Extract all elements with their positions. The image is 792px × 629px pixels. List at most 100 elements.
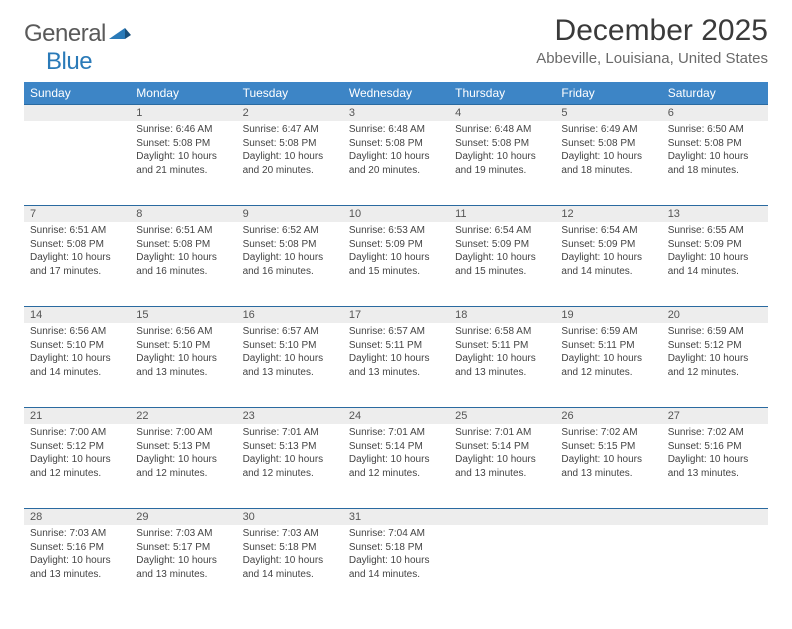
daynum: 5 — [555, 104, 661, 121]
day-cell: Sunrise: 7:00 AMSunset: 5:13 PMDaylight:… — [130, 424, 236, 486]
sunrise-line: Sunrise: 6:56 AM — [136, 325, 230, 339]
daylight-line-2: and 16 minutes. — [243, 265, 337, 279]
sunrise-line: Sunrise: 6:48 AM — [455, 123, 549, 137]
content-cell: Sunrise: 6:55 AMSunset: 5:09 PMDaylight:… — [662, 222, 768, 306]
content-cell: Sunrise: 7:00 AMSunset: 5:12 PMDaylight:… — [24, 424, 130, 508]
sunrise-line: Sunrise: 7:00 AM — [30, 426, 124, 440]
logo-text: General Blue — [24, 20, 131, 76]
daylight-line-1: Daylight: 10 hours — [243, 453, 337, 467]
daynum-cell: 16 — [237, 306, 343, 323]
daylight-line-2: and 18 minutes. — [561, 164, 655, 178]
daynum-cell: 28 — [24, 508, 130, 525]
daylight-line-2: and 12 minutes. — [243, 467, 337, 481]
sunset-line: Sunset: 5:09 PM — [561, 238, 655, 252]
daylight-line-1: Daylight: 10 hours — [668, 150, 762, 164]
sunset-line: Sunset: 5:18 PM — [243, 541, 337, 555]
daylight-line-1: Daylight: 10 hours — [136, 150, 230, 164]
daylight-line-1: Daylight: 10 hours — [561, 150, 655, 164]
content-row: Sunrise: 7:00 AMSunset: 5:12 PMDaylight:… — [24, 424, 768, 508]
day-cell: Sunrise: 7:01 AMSunset: 5:14 PMDaylight:… — [343, 424, 449, 486]
content-cell: Sunrise: 7:01 AMSunset: 5:14 PMDaylight:… — [343, 424, 449, 508]
sunset-line: Sunset: 5:14 PM — [455, 440, 549, 454]
header: General Blue December 2025 Abbeville, Lo… — [24, 14, 768, 76]
daynum-cell: 29 — [130, 508, 236, 525]
daylight-line-2: and 14 minutes. — [243, 568, 337, 582]
daylight-line-2: and 13 minutes. — [136, 568, 230, 582]
content-cell: Sunrise: 6:54 AMSunset: 5:09 PMDaylight:… — [555, 222, 661, 306]
daylight-line-1: Daylight: 10 hours — [455, 150, 549, 164]
daynum: 26 — [555, 407, 661, 424]
daylight-line-2: and 13 minutes. — [455, 366, 549, 380]
daynum: 21 — [24, 407, 130, 424]
daynum: 2 — [237, 104, 343, 121]
content-cell: Sunrise: 7:03 AMSunset: 5:17 PMDaylight:… — [130, 525, 236, 609]
sunset-line: Sunset: 5:08 PM — [561, 137, 655, 151]
sunset-line: Sunset: 5:09 PM — [455, 238, 549, 252]
daylight-line-1: Daylight: 10 hours — [668, 453, 762, 467]
day-cell: Sunrise: 7:01 AMSunset: 5:14 PMDaylight:… — [449, 424, 555, 486]
daylight-line-1: Daylight: 10 hours — [561, 251, 655, 265]
content-cell: Sunrise: 6:47 AMSunset: 5:08 PMDaylight:… — [237, 121, 343, 205]
daylight-line-2: and 14 minutes. — [668, 265, 762, 279]
day-cell: Sunrise: 6:57 AMSunset: 5:10 PMDaylight:… — [237, 323, 343, 385]
daylight-line-2: and 12 minutes. — [668, 366, 762, 380]
cell-empty — [24, 121, 130, 129]
daylight-line-1: Daylight: 10 hours — [349, 352, 443, 366]
daynum-cell: 10 — [343, 205, 449, 222]
content-row: Sunrise: 7:03 AMSunset: 5:16 PMDaylight:… — [24, 525, 768, 609]
day-cell: Sunrise: 6:56 AMSunset: 5:10 PMDaylight:… — [130, 323, 236, 385]
day-cell: Sunrise: 6:57 AMSunset: 5:11 PMDaylight:… — [343, 323, 449, 385]
daynum-cell: 6 — [662, 104, 768, 121]
day-cell: Sunrise: 7:01 AMSunset: 5:13 PMDaylight:… — [237, 424, 343, 486]
cell-empty — [449, 525, 555, 533]
content-cell: Sunrise: 6:54 AMSunset: 5:09 PMDaylight:… — [449, 222, 555, 306]
daylight-line-1: Daylight: 10 hours — [455, 453, 549, 467]
content-cell: Sunrise: 7:02 AMSunset: 5:16 PMDaylight:… — [662, 424, 768, 508]
daynum-cell: 31 — [343, 508, 449, 525]
sunset-line: Sunset: 5:12 PM — [30, 440, 124, 454]
daynum: 16 — [237, 306, 343, 323]
daynum: 1 — [130, 104, 236, 121]
sunset-line: Sunset: 5:08 PM — [136, 137, 230, 151]
logo-mark-icon — [109, 25, 131, 41]
month-title: December 2025 — [536, 14, 768, 48]
calendar-page: General Blue December 2025 Abbeville, Lo… — [0, 0, 792, 629]
sunset-line: Sunset: 5:09 PM — [349, 238, 443, 252]
daynum-cell: 11 — [449, 205, 555, 222]
daynum-cell: 20 — [662, 306, 768, 323]
title-block: December 2025 Abbeville, Louisiana, Unit… — [536, 14, 768, 67]
sunrise-line: Sunrise: 7:00 AM — [136, 426, 230, 440]
daylight-line-1: Daylight: 10 hours — [668, 352, 762, 366]
daylight-line-2: and 20 minutes. — [349, 164, 443, 178]
daynum: 28 — [24, 508, 130, 525]
content-cell: Sunrise: 7:03 AMSunset: 5:18 PMDaylight:… — [237, 525, 343, 609]
sunset-line: Sunset: 5:08 PM — [243, 137, 337, 151]
day-cell: Sunrise: 6:55 AMSunset: 5:09 PMDaylight:… — [662, 222, 768, 284]
daylight-line-1: Daylight: 10 hours — [668, 251, 762, 265]
weekday-header: Saturday — [662, 82, 768, 104]
logo-word-1: General — [24, 20, 106, 47]
day-cell: Sunrise: 7:02 AMSunset: 5:16 PMDaylight:… — [662, 424, 768, 486]
daynum-cell: 3 — [343, 104, 449, 121]
daylight-line-2: and 12 minutes. — [30, 467, 124, 481]
daylight-line-2: and 14 minutes. — [30, 366, 124, 380]
sunset-line: Sunset: 5:10 PM — [136, 339, 230, 353]
daynum-cell: 8 — [130, 205, 236, 222]
content-row: Sunrise: 6:46 AMSunset: 5:08 PMDaylight:… — [24, 121, 768, 205]
sunrise-line: Sunrise: 7:02 AM — [668, 426, 762, 440]
daylight-line-1: Daylight: 10 hours — [349, 554, 443, 568]
day-cell: Sunrise: 7:03 AMSunset: 5:18 PMDaylight:… — [237, 525, 343, 587]
sunrise-line: Sunrise: 7:01 AM — [455, 426, 549, 440]
cell-empty — [555, 525, 661, 533]
daylight-line-1: Daylight: 10 hours — [561, 453, 655, 467]
daynum: 22 — [130, 407, 236, 424]
day-cell: Sunrise: 6:56 AMSunset: 5:10 PMDaylight:… — [24, 323, 130, 385]
daynum-row: 123456 — [24, 104, 768, 121]
content-cell: Sunrise: 6:59 AMSunset: 5:11 PMDaylight:… — [555, 323, 661, 407]
daynum-cell: 12 — [555, 205, 661, 222]
day-cell: Sunrise: 6:53 AMSunset: 5:09 PMDaylight:… — [343, 222, 449, 284]
daynum-cell: 19 — [555, 306, 661, 323]
daynum-cell: 18 — [449, 306, 555, 323]
daylight-line-1: Daylight: 10 hours — [136, 251, 230, 265]
daynum: 20 — [662, 306, 768, 323]
